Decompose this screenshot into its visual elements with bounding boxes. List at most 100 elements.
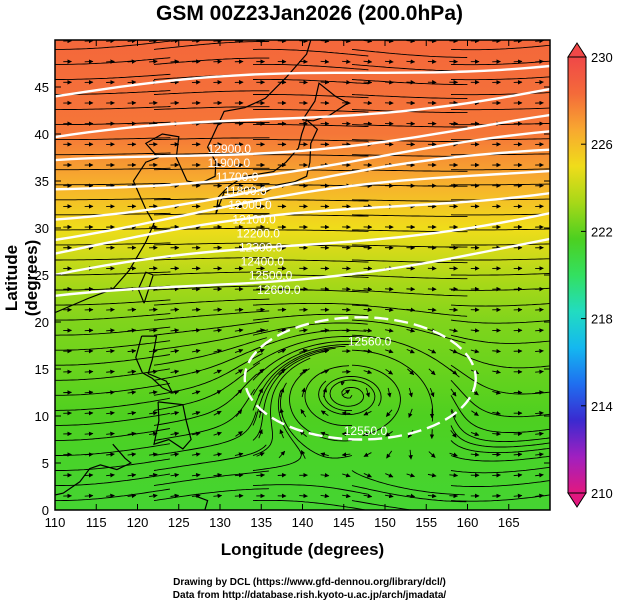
wind-arrow	[299, 493, 308, 499]
contour-labels: 12900.011900.011700.011800.012000.012100…	[208, 142, 392, 438]
streamline	[55, 137, 171, 141]
wind-arrow	[408, 449, 413, 460]
wind-arrow	[342, 59, 351, 64]
coastline-segment	[135, 335, 174, 394]
wind-arrow	[278, 450, 286, 459]
height-contour	[55, 148, 550, 221]
streamline	[252, 313, 369, 321]
streamline	[450, 92, 550, 96]
streamline	[153, 444, 267, 471]
x-tick-label: 125	[168, 515, 190, 530]
streamline	[55, 397, 170, 411]
contour-label: 12550.0	[344, 424, 388, 438]
coastline-segment	[301, 82, 350, 122]
x-tick-label: 115	[86, 515, 107, 530]
streamline	[55, 152, 171, 156]
streamline	[450, 480, 550, 487]
wind-arrow	[513, 472, 523, 478]
streamline	[451, 76, 550, 81]
coastline-segment	[215, 118, 319, 215]
streamline	[351, 139, 468, 143]
wind-arrow	[363, 452, 372, 457]
wind-arrow	[234, 452, 244, 457]
streamline	[252, 390, 302, 471]
wind-arrow	[106, 410, 115, 416]
wind-arrow	[235, 431, 243, 437]
height-contour	[55, 130, 550, 191]
wind-arrow	[234, 328, 244, 333]
height-contour	[55, 192, 550, 255]
height-contour	[55, 113, 550, 162]
wind-arrow	[279, 429, 284, 439]
wind-arrow	[535, 307, 544, 313]
wind-arrow	[408, 408, 413, 418]
wind-arrow	[300, 450, 306, 459]
wind-arrow	[84, 452, 94, 457]
wind-arrow	[213, 369, 222, 374]
contour-label: 12400.0	[241, 255, 285, 269]
wind-arrow	[363, 348, 373, 354]
streamline	[153, 388, 256, 441]
streamline	[153, 242, 270, 246]
streamline	[304, 365, 353, 427]
streamline	[450, 138, 550, 141]
wind-arrow	[428, 348, 437, 354]
x-tick-label: 150	[374, 515, 396, 530]
streamline	[280, 382, 353, 459]
wind-arrow	[277, 349, 287, 354]
wind-arrow	[149, 348, 158, 354]
streamline	[253, 139, 369, 142]
wind-arrow	[213, 348, 222, 354]
streamline	[153, 320, 269, 336]
wind-arrow	[387, 387, 392, 398]
wind-arrow	[191, 307, 201, 313]
wind-arrow	[106, 493, 115, 499]
streamline	[153, 106, 270, 111]
wind-arrow	[213, 431, 222, 436]
wind-arrow	[258, 429, 263, 439]
streamline	[55, 354, 171, 366]
coastline	[55, 40, 350, 510]
wind-arrow	[127, 348, 137, 354]
streamline	[252, 259, 369, 263]
streamline	[153, 337, 267, 366]
wind-arrow	[320, 410, 329, 416]
contour-label: 12500.0	[249, 269, 293, 283]
wind-arrow	[127, 493, 137, 499]
streamline	[351, 94, 468, 99]
wind-arrow	[470, 431, 480, 437]
streamline	[351, 274, 468, 280]
streamline	[253, 94, 369, 99]
wind-arrow	[386, 450, 393, 459]
wind-arrow	[342, 473, 351, 478]
wind-arrow	[492, 348, 501, 354]
streamline	[55, 412, 170, 426]
streamline	[55, 197, 171, 201]
wind-arrow	[449, 452, 458, 457]
wind-arrow	[492, 369, 501, 375]
streamline	[153, 411, 257, 456]
streamline	[153, 257, 270, 261]
streamline	[352, 154, 468, 157]
contour-label: 12000.0	[228, 198, 272, 212]
coastline-segment	[55, 443, 133, 496]
wind-arrow	[300, 409, 307, 418]
wind-arrow	[384, 59, 394, 64]
streamline	[55, 458, 170, 471]
wind-arrow	[127, 328, 137, 333]
wind-arrow	[406, 493, 416, 499]
wind-arrow	[449, 307, 459, 313]
streamline	[253, 169, 369, 172]
wind-arrow	[363, 410, 372, 416]
height-contour	[55, 212, 550, 276]
y-tick-label: 40	[35, 127, 49, 142]
wind-arrow	[191, 431, 201, 437]
wind-arrow	[213, 307, 223, 313]
wind-arrow	[363, 493, 373, 499]
wind-arrow	[408, 387, 413, 398]
wind-arrow	[320, 452, 329, 457]
height-contour	[55, 237, 550, 297]
streamline	[252, 344, 355, 396]
streamline	[351, 485, 467, 503]
